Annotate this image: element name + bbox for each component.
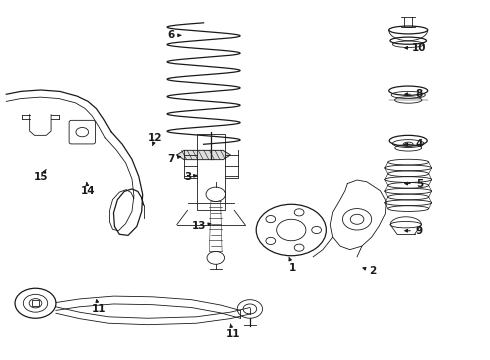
Text: 14: 14 bbox=[81, 183, 96, 196]
Text: 1: 1 bbox=[289, 257, 296, 273]
Text: 13: 13 bbox=[192, 221, 211, 231]
Text: 10: 10 bbox=[405, 43, 427, 53]
Text: 2: 2 bbox=[363, 266, 376, 276]
Text: 5: 5 bbox=[405, 179, 423, 189]
Text: 12: 12 bbox=[148, 133, 163, 146]
Bar bbox=[31, 300, 39, 306]
Polygon shape bbox=[177, 150, 230, 159]
Bar bbox=[197, 134, 224, 203]
Text: 7: 7 bbox=[167, 154, 180, 163]
Text: 11: 11 bbox=[92, 300, 106, 314]
Text: 6: 6 bbox=[167, 30, 181, 40]
Text: 3: 3 bbox=[184, 172, 197, 182]
Text: 8: 8 bbox=[405, 89, 423, 99]
Text: 15: 15 bbox=[34, 169, 49, 182]
Text: 11: 11 bbox=[225, 324, 240, 339]
Text: 9: 9 bbox=[405, 226, 423, 236]
Text: 4: 4 bbox=[405, 139, 423, 149]
